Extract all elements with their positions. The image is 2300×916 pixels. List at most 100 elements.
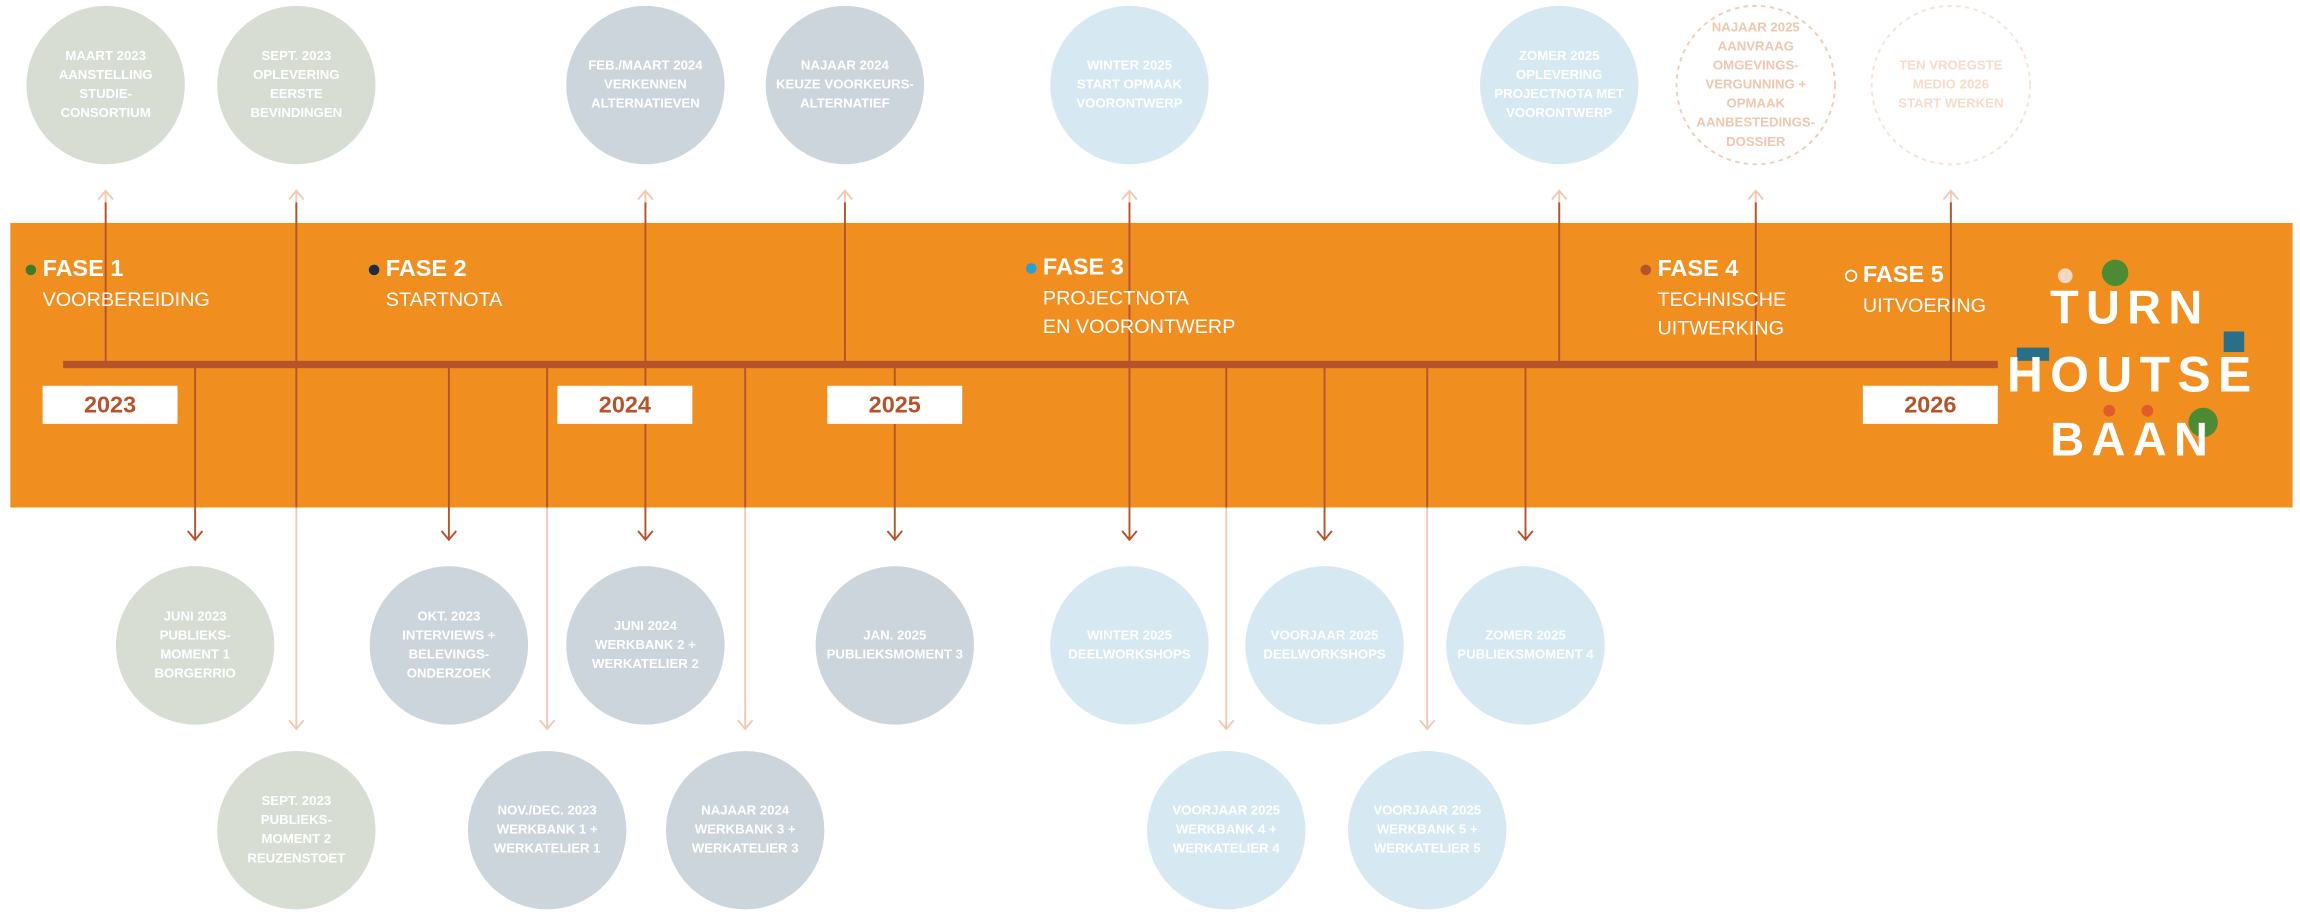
phase-subtitle: UITWERKING xyxy=(1658,318,1784,340)
milestone-text: ZOMER 2025 xyxy=(1485,627,1566,642)
milestone-text: AANSTELLING xyxy=(59,67,153,82)
milestone-text: VOORONTWERP xyxy=(1506,105,1612,120)
page: {"phases":[ {"label":"FASE 1","lines":["… xyxy=(0,0,2300,916)
milestone-text: OPLEVERING xyxy=(253,67,339,82)
milestone-text: NAJAAR 2024 xyxy=(801,57,890,72)
milestone-text: OMGEVINGS- xyxy=(1713,57,1799,72)
milestone-text: FEB./MAART 2024 xyxy=(588,57,703,72)
milestone-text: VERKENNEN xyxy=(604,77,687,92)
milestone-text: SEPT. 2023 xyxy=(262,48,332,63)
year-label: 2024 xyxy=(599,391,651,417)
phase-subtitle: TECHNISCHE xyxy=(1658,289,1787,311)
phase-dot xyxy=(26,265,37,276)
milestone-text: MOMENT 2 xyxy=(262,831,332,846)
logo-text: HOUTSE xyxy=(2007,347,2259,403)
phase-label: FASE 1 xyxy=(43,255,124,281)
milestone-text: SEPT. 2023 xyxy=(262,793,332,808)
milestone-text: ZOMER 2025 xyxy=(1519,48,1600,63)
logo-text: TURN xyxy=(2050,281,2210,333)
year-label: 2025 xyxy=(869,391,921,417)
milestone-text: INTERVIEWS + xyxy=(402,627,495,642)
milestone-circle xyxy=(217,751,375,909)
milestone-text: PROJECTNOTA MET xyxy=(1494,86,1624,101)
phase-subtitle: UITVOERING xyxy=(1863,295,1986,317)
milestone-text: WERKATELIER 5 xyxy=(1374,841,1481,856)
milestone-text: START OPMAAK xyxy=(1077,77,1183,92)
milestone-text: NOV./DEC. 2023 xyxy=(498,803,597,818)
phase-subtitle: PROJECTNOTA xyxy=(1043,287,1190,309)
milestone-text: BORGERRIO xyxy=(154,665,235,680)
milestone-text: BEVINDINGEN xyxy=(251,105,343,120)
milestone-text: WERKATELIER 1 xyxy=(494,841,601,856)
year-label: 2026 xyxy=(1904,391,1956,417)
milestone-text: DEELWORKSHOPS xyxy=(1068,646,1191,661)
milestone-text: STUDIE- xyxy=(79,86,132,101)
milestone-text: DOSSIER xyxy=(1726,134,1786,149)
milestone-text: VOORJAAR 2025 xyxy=(1373,803,1481,818)
milestone-text: AANVRAAG xyxy=(1718,38,1794,53)
milestone-text: OKT. 2023 xyxy=(417,608,480,623)
phase-label: FASE 4 xyxy=(1658,255,1739,281)
phase-label: FASE 5 xyxy=(1863,261,1944,287)
milestone-text: WERKATELIER 4 xyxy=(1173,841,1280,856)
phase-dot xyxy=(1026,263,1037,274)
milestone-text: MOMENT 1 xyxy=(160,646,230,661)
milestone-circle xyxy=(116,566,274,724)
milestone-text: REUZENSTOET xyxy=(247,850,345,865)
milestone-text: WINTER 2025 xyxy=(1087,627,1172,642)
year-label: 2023 xyxy=(84,391,136,417)
milestone-text: EERSTE xyxy=(270,86,323,101)
milestone-circle xyxy=(26,6,184,164)
milestone-text: PUBLIEKSMOMENT 4 xyxy=(1457,646,1594,661)
phase-subtitle: STARTNOTA xyxy=(386,289,503,311)
milestone-circle xyxy=(1050,566,1208,724)
phase-subtitle: EN VOORONTWERP xyxy=(1043,316,1235,338)
milestone-text: MEDIO 2026 xyxy=(1913,77,1989,92)
phase-label: FASE 2 xyxy=(386,255,467,281)
milestone-text: ONDERZOEK xyxy=(407,665,492,680)
milestone-text: WERKATELIER 2 xyxy=(592,656,699,671)
timeline-diagram: MAART 2023AANSTELLINGSTUDIE-CONSORTIUMSE… xyxy=(0,0,2300,916)
milestone-text: DEELWORKSHOPS xyxy=(1263,646,1386,661)
milestone-text: START WERKEN xyxy=(1898,96,2003,111)
milestone-circle xyxy=(370,566,528,724)
milestone-circle xyxy=(816,566,974,724)
milestone-text: ALTERNATIEVEN xyxy=(591,96,700,111)
milestone-text: WERKBANK 5 + xyxy=(1377,822,1478,837)
milestone-circle xyxy=(1245,566,1403,724)
milestone-text: VERGUNNING + xyxy=(1705,77,1806,92)
milestone-text: VOORJAAR 2025 xyxy=(1271,627,1379,642)
milestone-text: VOORJAAR 2025 xyxy=(1172,803,1280,818)
milestone-text: BELEVINGS- xyxy=(409,646,490,661)
phase-dot xyxy=(1640,265,1651,276)
phase-subtitle: VOORBEREIDING xyxy=(43,289,210,311)
phase-label: FASE 3 xyxy=(1043,254,1124,280)
milestone-text: NAJAAR 2025 xyxy=(1712,19,1800,34)
milestone-text: WERKBANK 1 + xyxy=(497,822,598,837)
milestone-text: PUBLIEKS- xyxy=(261,812,332,827)
milestone-text: WERKBANK 4 + xyxy=(1176,822,1277,837)
phase-dot xyxy=(369,265,380,276)
milestone-text: VOORONTWERP xyxy=(1076,96,1182,111)
milestone-circle xyxy=(217,6,375,164)
milestone-text: WERKATELIER 3 xyxy=(692,841,799,856)
milestone-text: KEUZE VOORKEURS- xyxy=(776,77,914,92)
milestone-text: PUBLIEKSMOMENT 3 xyxy=(827,646,963,661)
milestone-text: OPLEVERING xyxy=(1516,67,1602,82)
milestone-text: WERKBANK 2 + xyxy=(595,637,696,652)
milestone-text: WINTER 2025 xyxy=(1087,57,1172,72)
logo-text: BAAN xyxy=(2050,413,2215,465)
milestone-text: WERKBANK 3 + xyxy=(695,822,796,837)
milestone-text: AANBESTEDINGS- xyxy=(1696,115,1815,130)
milestone-text: OPMAAK xyxy=(1726,96,1785,111)
milestone-text: JAN. 2025 xyxy=(863,627,926,642)
milestone-text: JUNI 2024 xyxy=(614,618,678,633)
milestone-text: TEN VROEGSTE xyxy=(1899,57,2003,72)
milestone-text: PUBLIEKS- xyxy=(160,627,231,642)
milestone-text: ALTERNATIEF xyxy=(800,96,890,111)
milestone-text: CONSORTIUM xyxy=(61,105,151,120)
milestone-text: JUNI 2023 xyxy=(164,608,227,623)
milestone-circle xyxy=(1446,566,1604,724)
milestone-circle xyxy=(1480,6,1638,164)
timeline-axis xyxy=(63,361,1998,368)
